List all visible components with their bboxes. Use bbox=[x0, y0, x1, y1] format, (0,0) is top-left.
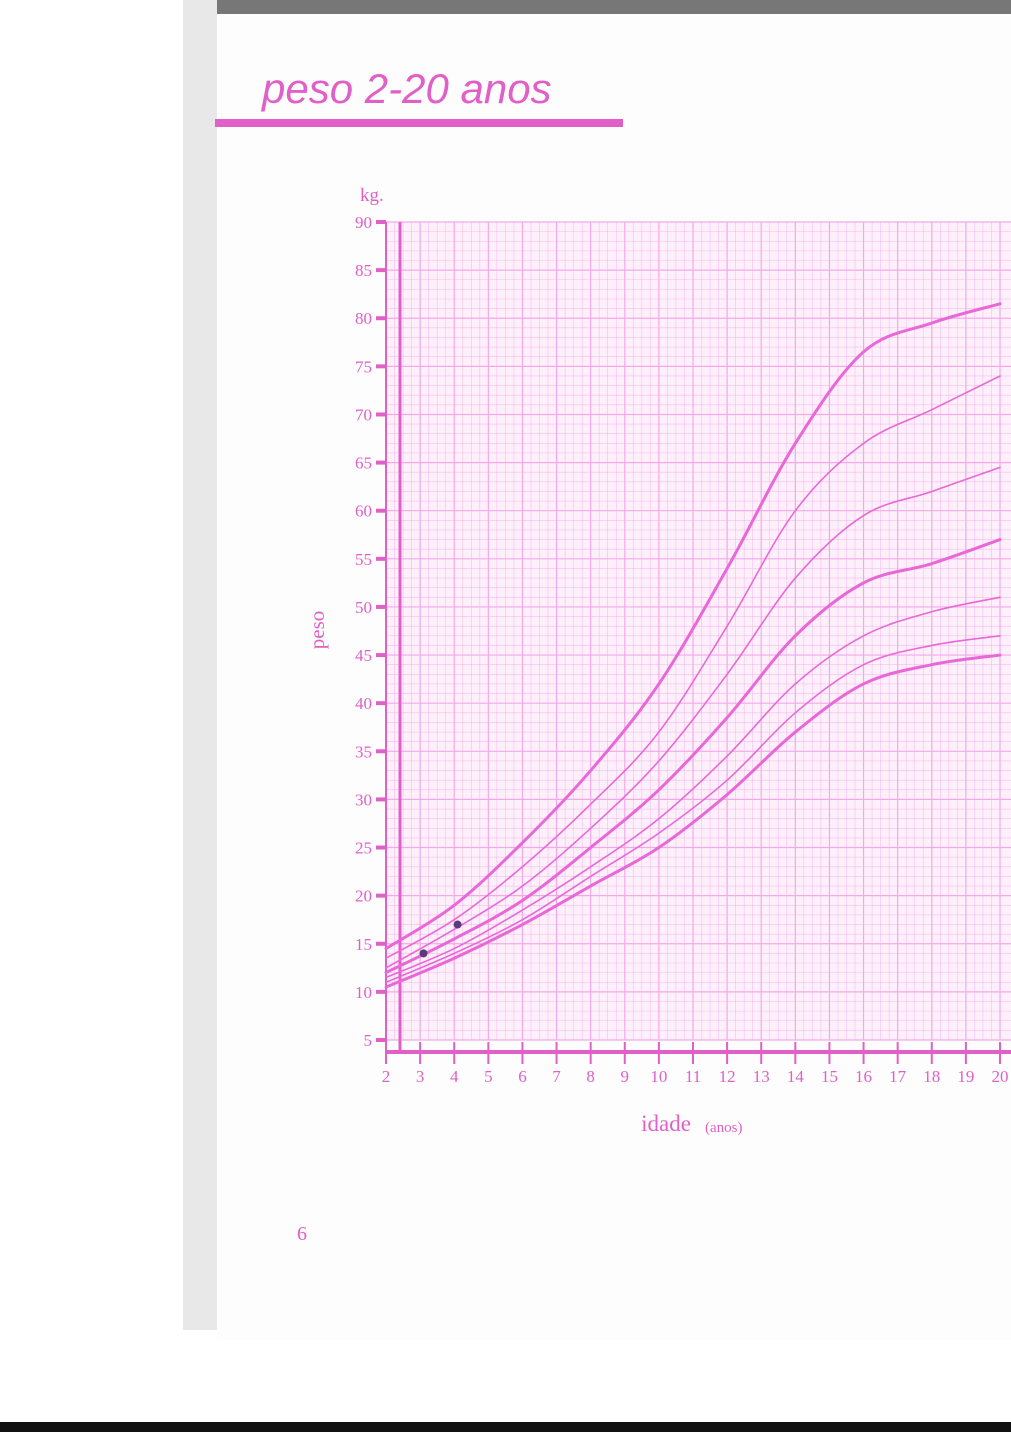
y-tick-label: 70 bbox=[355, 405, 372, 424]
y-tick-label: 65 bbox=[355, 454, 372, 473]
x-tick-label: 18 bbox=[923, 1067, 940, 1086]
x-tick-label: 20 bbox=[992, 1067, 1009, 1086]
y-tick-label: 35 bbox=[355, 742, 372, 761]
x-tick-label: 5 bbox=[484, 1067, 493, 1086]
percentile-curve bbox=[385, 466, 1001, 969]
x-tick-label: 4 bbox=[450, 1067, 459, 1086]
x-tick-label: 13 bbox=[753, 1067, 770, 1086]
x-tick-label: 14 bbox=[787, 1067, 805, 1086]
title-rule bbox=[215, 119, 623, 127]
y-tick-label: 25 bbox=[355, 839, 372, 858]
y-tick-label: 10 bbox=[355, 983, 372, 1002]
y-tick-label: 40 bbox=[355, 694, 372, 713]
x-tick-label: 7 bbox=[552, 1067, 561, 1086]
x-tick-label: 19 bbox=[957, 1067, 974, 1086]
percentile-curve bbox=[384, 302, 1002, 951]
percentile-curve bbox=[384, 653, 1002, 989]
y-unit: kg. bbox=[360, 185, 384, 206]
x-tick-label: 8 bbox=[586, 1067, 595, 1086]
x-tick-label: 6 bbox=[518, 1067, 527, 1086]
y-tick-label: 90 bbox=[355, 213, 372, 232]
x-tick-label: 11 bbox=[685, 1067, 701, 1086]
percentile-curve bbox=[385, 635, 1001, 984]
x-tick-label: 17 bbox=[889, 1067, 907, 1086]
y-tick-label: 15 bbox=[355, 935, 372, 954]
scan-edge bbox=[0, 1422, 1011, 1432]
x-tick-label: 16 bbox=[855, 1067, 872, 1086]
y-tick-label: 85 bbox=[355, 261, 372, 280]
y-tick-label: 50 bbox=[355, 598, 372, 617]
percentile-curve bbox=[385, 596, 1001, 979]
plot-area bbox=[386, 222, 1011, 1040]
y-tick-label: 30 bbox=[355, 790, 372, 809]
y-tick-label: 60 bbox=[355, 502, 372, 521]
page-number: 6 bbox=[297, 1223, 307, 1245]
top-edge bbox=[217, 0, 1011, 14]
y-tick-label: 55 bbox=[355, 550, 372, 569]
chart-title: peso 2-20 anos bbox=[260, 65, 552, 112]
x-axis-unit: (anos) bbox=[705, 1120, 743, 1136]
page-fold bbox=[183, 0, 217, 1330]
y-tick-label: 75 bbox=[355, 357, 372, 376]
y-axis-label: peso bbox=[305, 611, 329, 650]
y-tick-label: 20 bbox=[355, 887, 372, 906]
percentile-curve bbox=[384, 538, 1002, 975]
y-tick-label: 80 bbox=[355, 309, 372, 328]
y-tick-label: 45 bbox=[355, 646, 372, 665]
x-tick-label: 3 bbox=[416, 1067, 425, 1086]
data-point bbox=[453, 920, 462, 929]
x-tick-label: 10 bbox=[650, 1067, 667, 1086]
x-tick-label: 2 bbox=[382, 1067, 391, 1086]
x-tick-label: 15 bbox=[821, 1067, 838, 1086]
x-tick-label: 12 bbox=[719, 1067, 736, 1086]
percentile-curve bbox=[385, 375, 1001, 959]
x-tick-label: 9 bbox=[621, 1067, 630, 1086]
x-axis-label: idade bbox=[641, 1111, 691, 1136]
y-tick-label: 5 bbox=[364, 1031, 373, 1050]
data-point bbox=[419, 949, 428, 958]
